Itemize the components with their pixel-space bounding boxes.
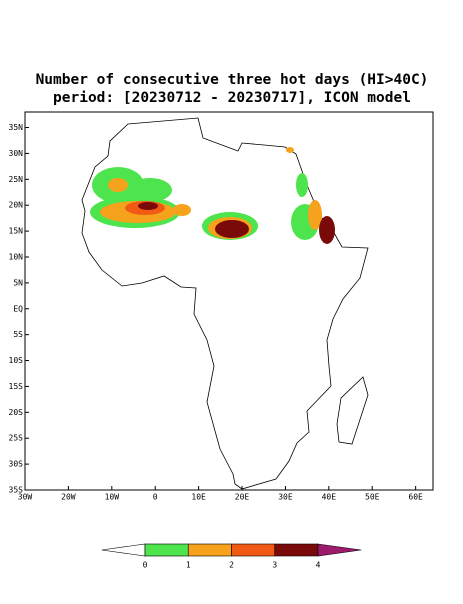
colorbar-segment [274, 543, 319, 557]
x-tick-label: 10W [105, 493, 120, 502]
colorbar-extend [317, 543, 362, 557]
axes: 30W 20W 10W 0 10E 20E 30E 40E 50E 60E 35N 30N 25N 20N… [9, 123, 423, 501]
x-tick-label: 30W [18, 493, 33, 502]
x-tick-label: 50E [365, 493, 380, 502]
field [128, 178, 172, 202]
x-tick-label: 30E [278, 493, 293, 502]
y-tick-label: 20S [9, 408, 24, 417]
field [296, 173, 308, 197]
colorbar-label: 2 [229, 561, 234, 570]
colorbar-label: 0 [143, 561, 148, 570]
y-tick-label: 15N [9, 227, 24, 236]
y-tick-label: 35S [9, 486, 24, 495]
y-tick-label: 25N [9, 175, 24, 184]
y-tick-label: 10S [9, 356, 24, 365]
y-tick-label: EQ [13, 304, 23, 313]
colorbar: 0 1 2 3 4 [101, 543, 362, 570]
colorbar-extend [101, 543, 146, 557]
y-tick-label: 5N [13, 278, 23, 287]
field [308, 200, 322, 230]
field [215, 220, 249, 238]
colorbar-segment [187, 543, 232, 557]
y-tick-label: 25S [9, 434, 24, 443]
field [173, 204, 191, 216]
colorbar-label: 4 [316, 561, 321, 570]
title-line: Number of consecutive three hot days (HI… [36, 72, 429, 88]
y-tick-label: 30N [9, 149, 24, 158]
x-tick-label: 20W [61, 493, 76, 502]
colorbar-label: 3 [272, 561, 277, 570]
colorbar-label: 1 [186, 561, 191, 570]
x-tick-label: 20E [235, 493, 250, 502]
hot-day-fields [90, 147, 335, 244]
y-tick-label: 15S [9, 382, 24, 391]
x-tick-label: 0 [153, 493, 158, 502]
y-tick-label: 30S [9, 460, 24, 469]
x-tick-label: 60E [408, 493, 423, 502]
colorbar-segment [231, 543, 276, 557]
title-line: period: [20230712 - 20230717], ICON mode… [53, 90, 411, 106]
field [286, 147, 294, 153]
x-tick-label: 40E [322, 493, 337, 502]
y-tick-label: 20N [9, 201, 24, 210]
madagascar [336, 376, 369, 445]
map-frame [24, 111, 434, 491]
y-tick-label: 10N [9, 252, 24, 261]
x-tick-label: 10E [191, 493, 206, 502]
field [138, 202, 158, 210]
colorbar-segment [144, 543, 189, 557]
field [319, 216, 335, 244]
y-tick-label: 5S [13, 330, 23, 339]
map-area [24, 111, 434, 491]
y-tick-label: 35N [9, 123, 24, 132]
field [108, 178, 128, 192]
